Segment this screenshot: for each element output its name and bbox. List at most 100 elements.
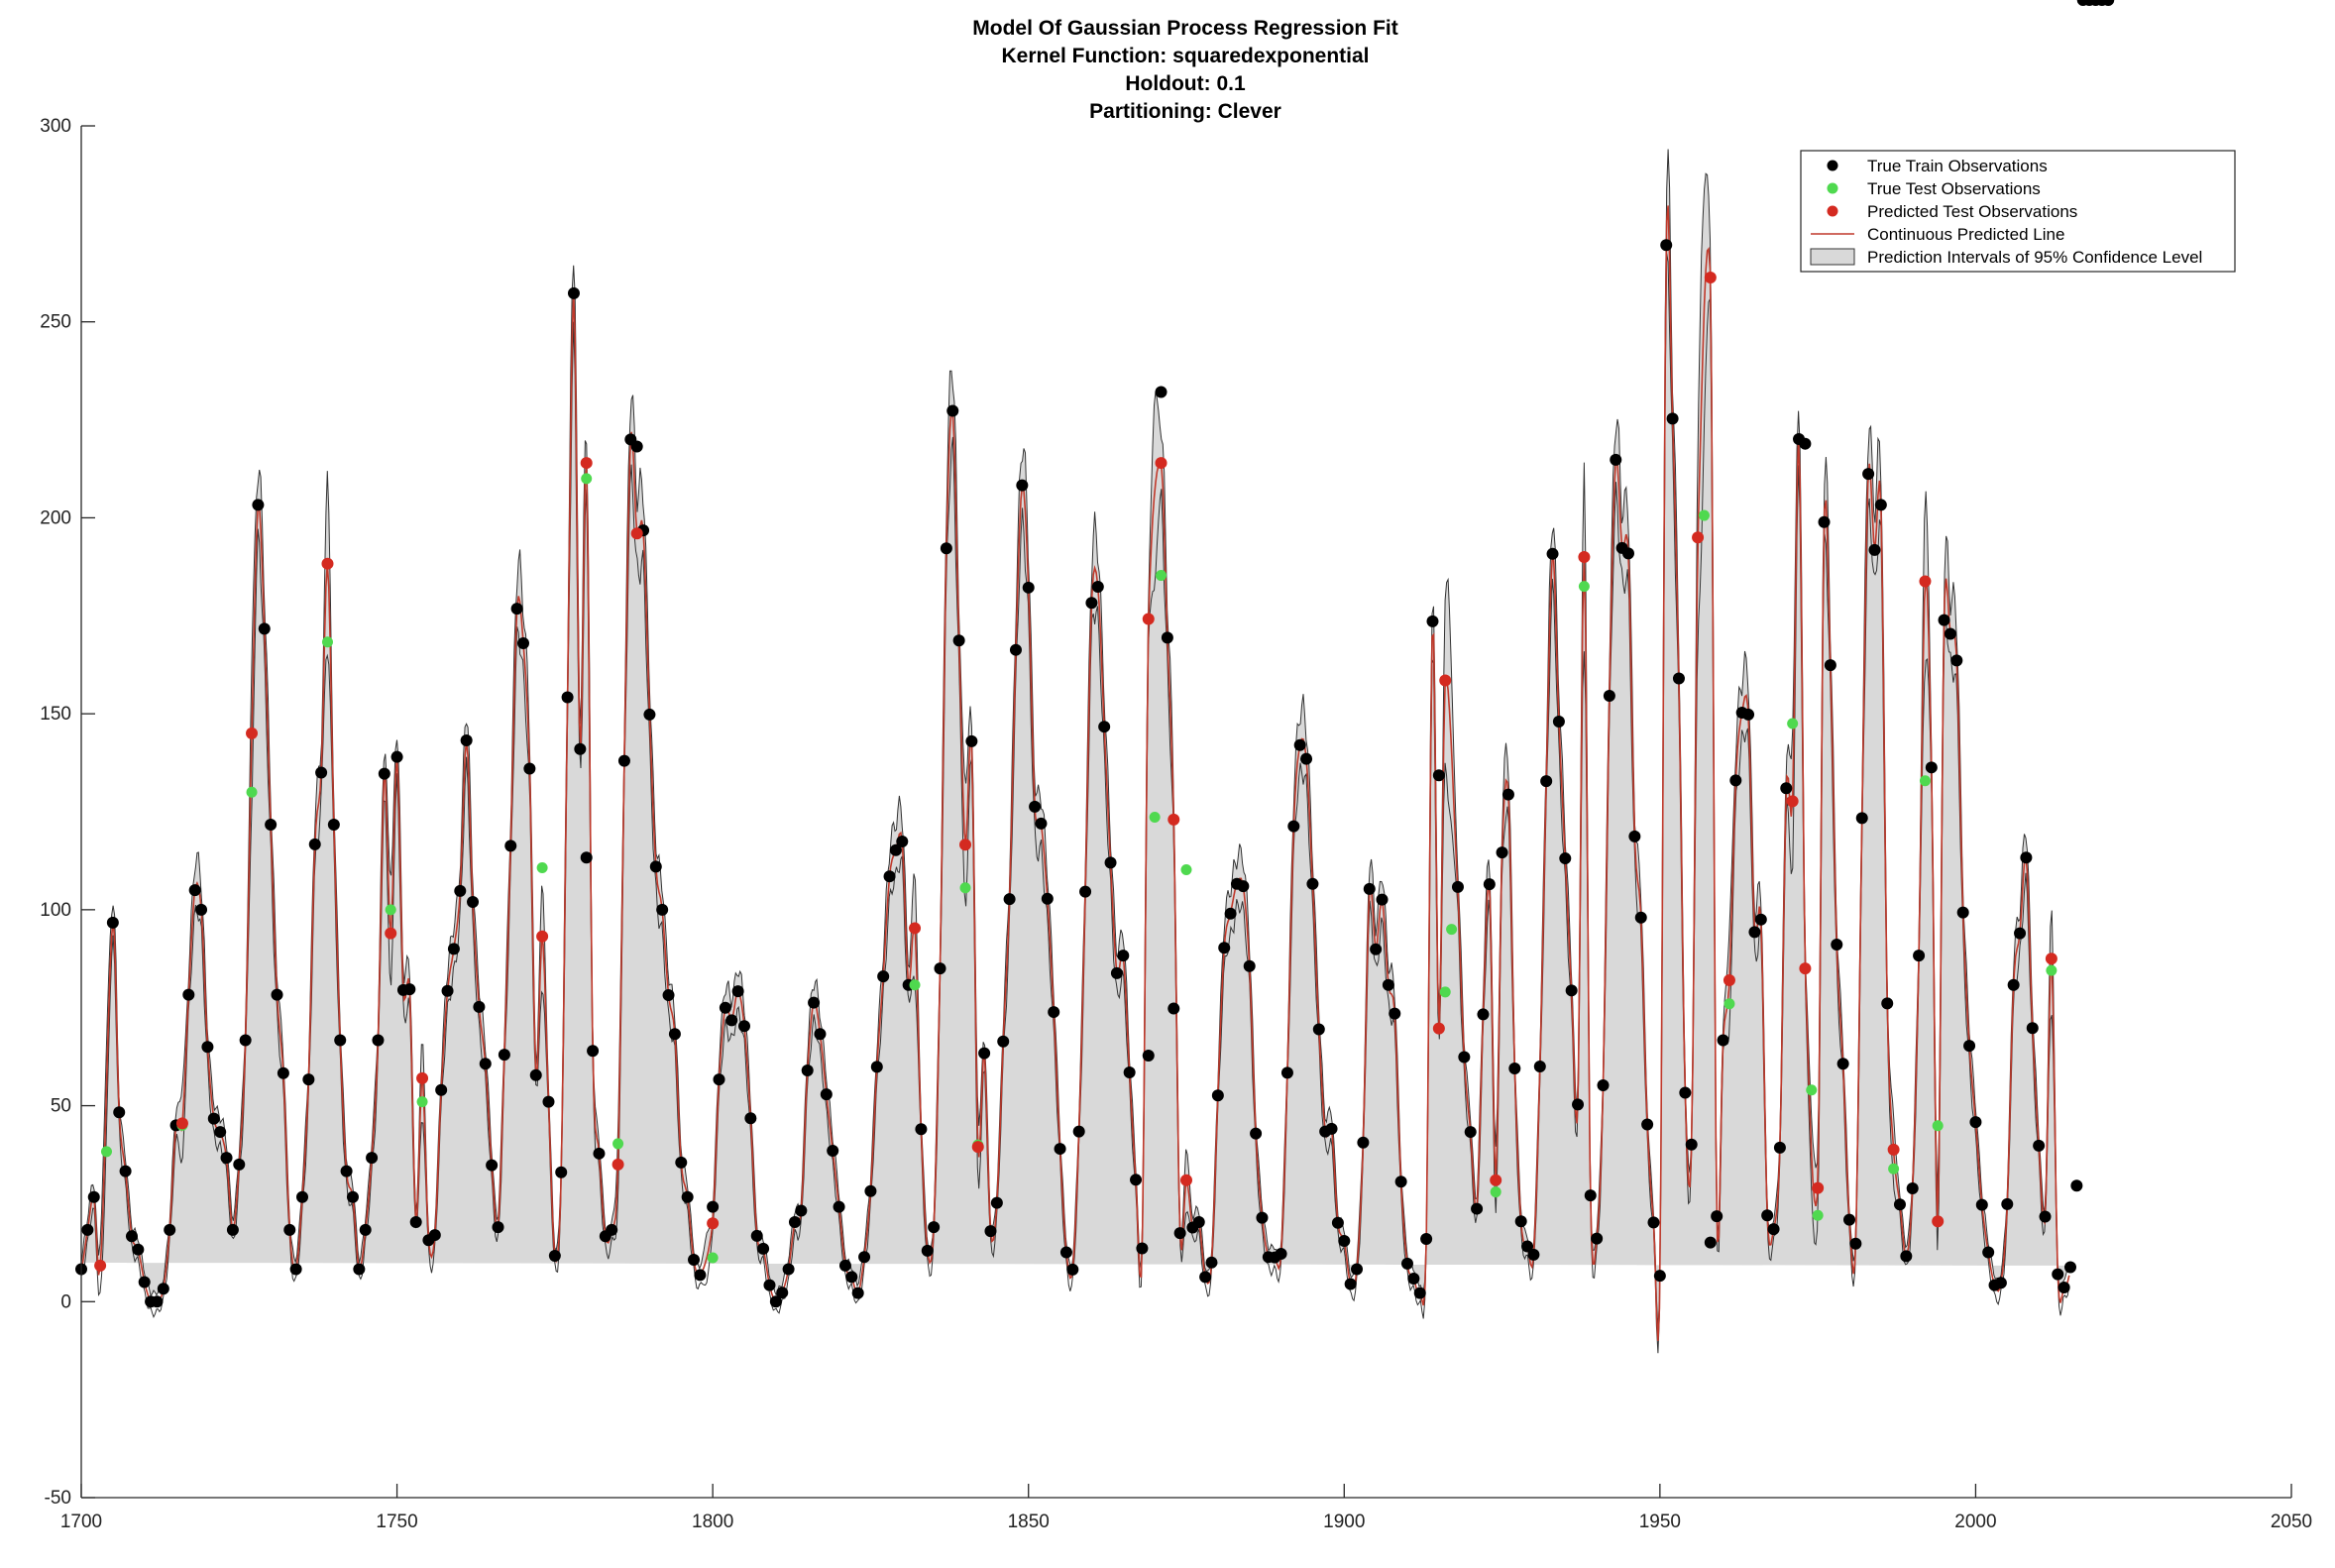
train-point bbox=[1250, 1127, 1263, 1140]
train-point bbox=[1754, 913, 1767, 926]
train-point bbox=[744, 1112, 757, 1125]
train-point bbox=[952, 634, 965, 647]
train-point bbox=[1300, 752, 1313, 765]
train-point bbox=[1533, 1061, 1546, 1073]
train-point bbox=[2001, 1197, 2014, 1210]
test-point bbox=[1578, 581, 1590, 593]
train-point bbox=[997, 1035, 1010, 1048]
train-point bbox=[1312, 1023, 1325, 1036]
train-point bbox=[1552, 716, 1565, 728]
test-point bbox=[1439, 986, 1451, 998]
x-tick-label: 2050 bbox=[2271, 1512, 2312, 1532]
train-point bbox=[2102, 0, 2115, 6]
train-point bbox=[1168, 1002, 1180, 1015]
train-point bbox=[1123, 1065, 1136, 1078]
train-point bbox=[1634, 911, 1647, 924]
train-point bbox=[1464, 1126, 1477, 1139]
test-point bbox=[707, 1252, 719, 1264]
train-point bbox=[1142, 1049, 1155, 1062]
train-point bbox=[479, 1058, 492, 1070]
test-point bbox=[1723, 998, 1735, 1010]
train-point bbox=[1711, 1210, 1723, 1223]
train-point bbox=[1849, 1237, 1862, 1250]
train-point bbox=[1432, 769, 1445, 782]
train-point bbox=[1363, 882, 1376, 895]
train-point bbox=[864, 1184, 877, 1197]
train-point bbox=[372, 1034, 385, 1047]
train-point bbox=[1256, 1211, 1269, 1224]
train-point bbox=[694, 1269, 707, 1282]
train-point bbox=[378, 767, 390, 780]
train-point bbox=[877, 970, 890, 983]
plot-area bbox=[75, 0, 2115, 1354]
test-point bbox=[1787, 718, 1799, 729]
axis-ticks: 1700 1750 1800 1850 1900 1950 2000 2050 -50 0 50 10… bbox=[40, 116, 2312, 1532]
train-point bbox=[1925, 761, 1938, 774]
test-point bbox=[581, 473, 593, 485]
train-point bbox=[1748, 926, 1761, 939]
legend: True Train Observations True Test Observa… bbox=[1800, 150, 2236, 273]
predicted-point bbox=[1704, 272, 1717, 284]
train-point bbox=[814, 1028, 827, 1041]
train-point bbox=[1767, 1223, 1780, 1236]
train-point bbox=[1117, 950, 1130, 962]
train-point bbox=[81, 1223, 94, 1236]
train-point bbox=[2057, 1282, 2070, 1294]
train-point bbox=[87, 1190, 100, 1203]
predicted-point bbox=[1799, 962, 1812, 975]
train-point bbox=[1420, 1233, 1433, 1246]
train-point bbox=[2064, 1261, 2076, 1274]
predicted-point bbox=[1578, 550, 1591, 563]
train-point bbox=[1685, 1138, 1698, 1151]
legend-marker-dot bbox=[1827, 182, 1838, 194]
train-point bbox=[327, 819, 340, 832]
x-tick-label: 1800 bbox=[692, 1512, 733, 1532]
train-point bbox=[587, 1045, 600, 1058]
train-point bbox=[1370, 943, 1383, 955]
predicted-point bbox=[1490, 1174, 1502, 1186]
train-point bbox=[529, 1068, 542, 1081]
train-point bbox=[1059, 1246, 1072, 1259]
title-line-4: Partitioning: Clever bbox=[1089, 100, 1281, 123]
y-tick-label: 50 bbox=[51, 1096, 71, 1117]
train-point bbox=[486, 1159, 499, 1172]
train-point bbox=[1048, 1006, 1060, 1019]
train-point bbox=[1054, 1143, 1066, 1156]
test-point bbox=[2046, 964, 2057, 976]
train-point bbox=[1161, 631, 1173, 644]
predicted-point bbox=[959, 839, 971, 851]
y-tick-label: 150 bbox=[40, 704, 71, 725]
train-point bbox=[1874, 499, 1887, 511]
x-tick-label: 1700 bbox=[60, 1512, 102, 1532]
train-point bbox=[1603, 689, 1615, 702]
legend-label: Predicted Test Observations bbox=[1867, 202, 2077, 221]
train-point bbox=[308, 838, 321, 850]
predicted-point bbox=[1786, 795, 1799, 808]
train-point bbox=[1591, 1232, 1604, 1245]
train-point bbox=[1287, 820, 1300, 833]
train-point bbox=[1483, 878, 1496, 891]
predicted-point bbox=[707, 1217, 720, 1230]
train-point bbox=[965, 734, 978, 747]
test-point bbox=[246, 786, 258, 798]
train-point bbox=[1843, 1213, 1855, 1226]
y-tick-label: -50 bbox=[45, 1488, 71, 1509]
train-point bbox=[1471, 1202, 1484, 1215]
train-point bbox=[769, 1295, 782, 1308]
train-point bbox=[688, 1253, 701, 1266]
train-point bbox=[271, 988, 283, 1001]
train-point bbox=[1982, 1246, 1995, 1259]
train-point bbox=[1729, 774, 1742, 787]
train-point bbox=[359, 1223, 372, 1236]
train-point bbox=[1969, 1116, 1982, 1129]
test-point bbox=[909, 979, 921, 991]
test-point bbox=[612, 1138, 624, 1150]
train-point bbox=[668, 1028, 681, 1041]
train-point bbox=[226, 1223, 239, 1236]
train-point bbox=[283, 1223, 296, 1236]
train-point bbox=[1610, 453, 1622, 466]
train-point bbox=[934, 962, 946, 975]
train-point bbox=[239, 1034, 252, 1047]
title-line-2: Kernel Function: squaredexponential bbox=[1001, 45, 1369, 67]
train-point bbox=[649, 860, 662, 873]
